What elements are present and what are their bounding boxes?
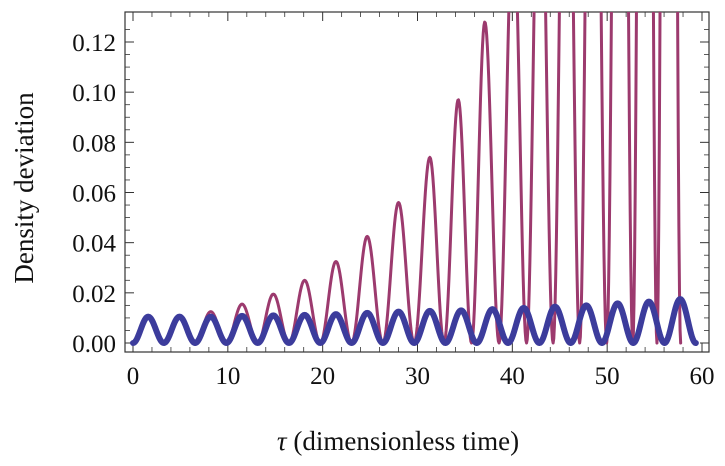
x-axis-label-text: (dimensionless time) [287,426,519,456]
x-tick-label: 0 [127,363,140,390]
x-tick-label: 50 [595,363,620,390]
y-axis-label: Density deviation [9,92,39,284]
x-axis-label-symbol: τ [277,426,288,456]
y-tick-label: 0.00 [72,331,116,358]
x-tick-label: 40 [500,363,525,390]
x-tick-label: 10 [215,363,240,390]
y-tick-label: 0.12 [72,30,116,57]
x-tick-label: 30 [405,363,430,390]
series-group [130,12,699,346]
y-tick-label: 0.10 [72,80,116,107]
tick-labels: 0 10 20 30 40 50 60 0.00 0.02 0.04 0.06 0.08 0.10 0.1… [72,30,714,390]
x-tick-label: 20 [310,363,335,390]
series-line-thick [130,296,699,346]
plot-frame [124,11,710,353]
x-axis-label: τ (dimensionless time) [277,426,519,456]
series-line-thin [131,12,683,345]
y-tick-label: 0.08 [72,130,116,157]
y-tick-label: 0.04 [72,231,116,258]
x-tick-label: 60 [690,363,715,390]
y-tick-label: 0.02 [72,281,116,308]
tick-marks [125,12,709,352]
y-tick-label: 0.06 [72,181,116,208]
